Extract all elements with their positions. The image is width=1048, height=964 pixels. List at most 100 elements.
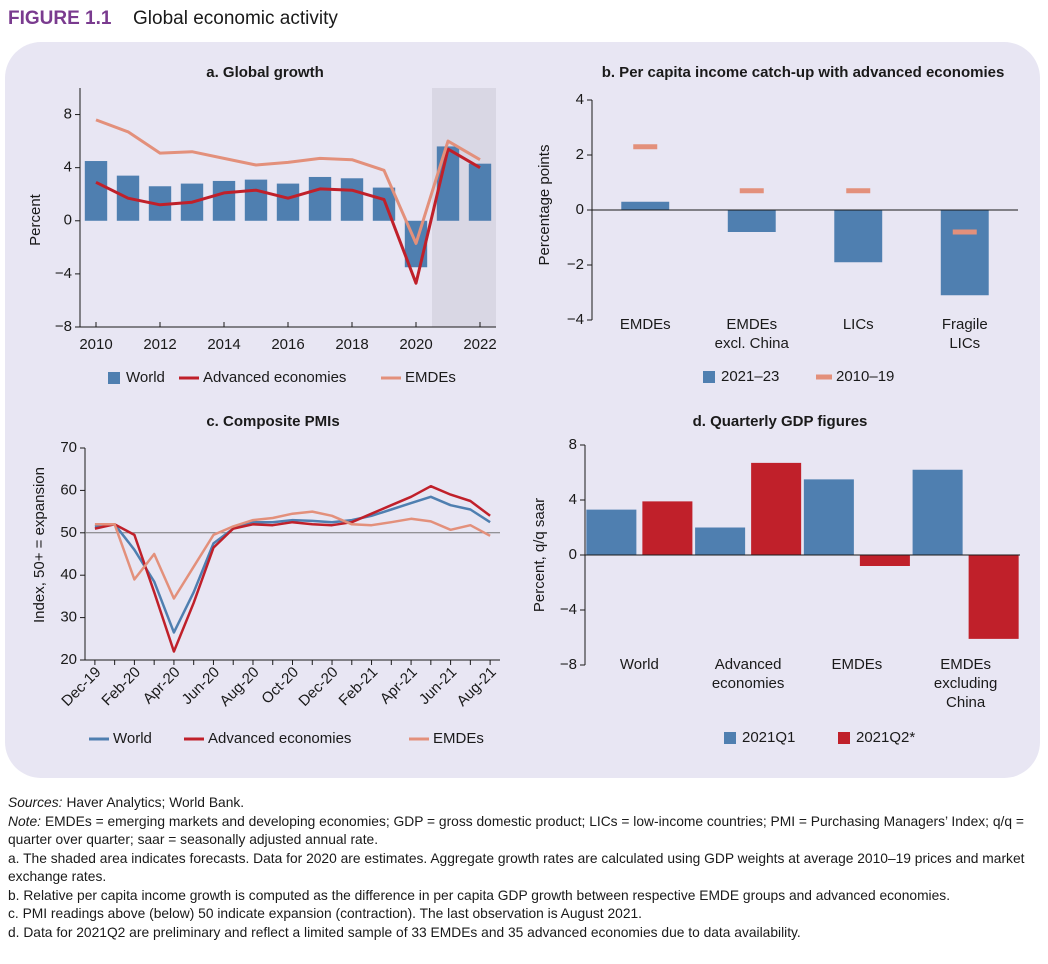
y-tick-label: 60 (60, 481, 77, 498)
bar (308, 176, 332, 221)
y-tick-label: 20 (60, 651, 77, 668)
y-tick-label: 30 (60, 609, 77, 626)
bar (586, 509, 637, 555)
x-tick-label: EMDEs excl. China (715, 316, 790, 352)
line-series (94, 510, 491, 600)
footnote: b. Relative per capita income growth is … (8, 887, 951, 903)
panel-background (5, 42, 1040, 778)
y-axis-label: Index, 50+ = expansion (31, 467, 48, 623)
bar (372, 187, 396, 221)
y-tick-label: 8 (64, 106, 72, 123)
bar (340, 178, 364, 221)
line-series (95, 118, 481, 245)
x-tick-label: 2010 (79, 336, 112, 353)
legend-label: 2010–19 (836, 368, 894, 385)
y-tick-label: 4 (64, 159, 72, 176)
bar (436, 146, 460, 221)
legend-label: Advanced economies (203, 369, 346, 386)
y-tick-label: −8 (55, 318, 72, 335)
bar (642, 501, 693, 555)
legend-swatch (703, 371, 715, 383)
x-tick-label: EMDEs excluding China (934, 656, 997, 711)
footnote: a. The shaded area indicates forecasts. … (8, 850, 1025, 885)
bar (695, 527, 746, 555)
y-tick-label: −8 (560, 656, 577, 673)
y-tick-label: −4 (567, 311, 584, 328)
bar (940, 210, 989, 296)
chart-title: d. Quarterly GDP figures (693, 413, 868, 430)
legend-label: Advanced economies (208, 730, 351, 747)
note: Note: EMDEs = emerging markets and develo… (8, 813, 1042, 850)
x-tick-label: 2022 (463, 336, 496, 353)
y-tick-label: 8 (569, 436, 577, 453)
y-tick-label: 0 (576, 201, 584, 218)
footnote: c. PMI readings above (below) 50 indicat… (8, 906, 642, 921)
y-tick-label: 50 (60, 524, 77, 541)
y-tick-label: −2 (567, 256, 584, 273)
y-tick-label: −4 (55, 265, 72, 282)
chart-title: c. Composite PMIs (206, 413, 339, 430)
sources-label: Sources: (8, 795, 63, 810)
legend-label: EMDEs (405, 369, 456, 386)
footnote: d. Data for 2021Q2 are preliminary and r… (8, 924, 801, 940)
note-label: Note: (8, 813, 41, 829)
y-tick-label: 4 (569, 491, 577, 508)
marker (952, 229, 977, 235)
x-tick-label: Advanced economies (712, 656, 785, 692)
sources-text: Haver Analytics; World Bank. (66, 795, 245, 810)
marker (739, 188, 764, 194)
legend-swatch (816, 374, 832, 380)
y-axis-label: Percent, q/q saar (531, 498, 548, 612)
legend-label: World (113, 730, 152, 747)
line-series (94, 484, 491, 653)
y-tick-label: 2 (576, 146, 584, 163)
x-tick-label: 2014 (207, 336, 240, 353)
x-tick-label: 2020 (399, 336, 432, 353)
y-tick-label: 40 (60, 566, 77, 583)
note-text: EMDEs = emerging markets and developing … (8, 813, 1024, 848)
marker (846, 188, 871, 194)
x-tick-label: 2016 (271, 336, 304, 353)
x-tick-label: 2018 (335, 336, 368, 353)
legend-label: 2021Q2* (856, 729, 915, 746)
notes: Sources: Haver Analytics; World Bank. Not… (8, 794, 1042, 942)
y-axis-label: Percent (27, 193, 44, 246)
chart-title: b. Per capita income catch-up with advan… (602, 64, 1005, 81)
legend-swatch (724, 732, 736, 744)
bar (244, 179, 268, 221)
bar (468, 163, 492, 221)
bar (621, 201, 670, 210)
bar (859, 555, 910, 566)
sources: Sources: Haver Analytics; World Bank. (8, 794, 1042, 813)
x-tick-label: EMDEs (831, 656, 882, 673)
x-tick-label: 2012 (143, 336, 176, 353)
x-tick-label: EMDEs (620, 316, 671, 333)
figure-label: FIGURE 1.1 (8, 8, 112, 29)
y-tick-label: 0 (569, 546, 577, 563)
bar (968, 555, 1019, 639)
legend-swatch (838, 732, 850, 744)
x-tick-label: LICs (843, 316, 874, 333)
marker (633, 144, 658, 150)
y-tick-label: 0 (64, 212, 72, 229)
legend-label: World (126, 369, 165, 386)
legend-label: EMDEs (433, 730, 484, 747)
y-tick-label: −4 (560, 601, 577, 618)
bar (276, 183, 300, 221)
bar (212, 180, 236, 221)
bar (84, 161, 108, 221)
y-tick-label: 4 (576, 91, 584, 108)
figure: FIGURE 1.1 Global economic activity a. G… (5, 8, 1040, 778)
bar (912, 469, 963, 555)
y-axis-label: Percentage points (536, 145, 553, 266)
bar (834, 210, 883, 263)
x-tick-label: World (620, 656, 659, 673)
legend-label: 2021Q1 (742, 729, 795, 746)
bar (727, 210, 776, 232)
bar (751, 462, 802, 555)
x-tick-label: Fragile LICs (942, 316, 988, 352)
line-series (94, 495, 491, 634)
line-series (95, 147, 481, 285)
bar (803, 479, 854, 555)
